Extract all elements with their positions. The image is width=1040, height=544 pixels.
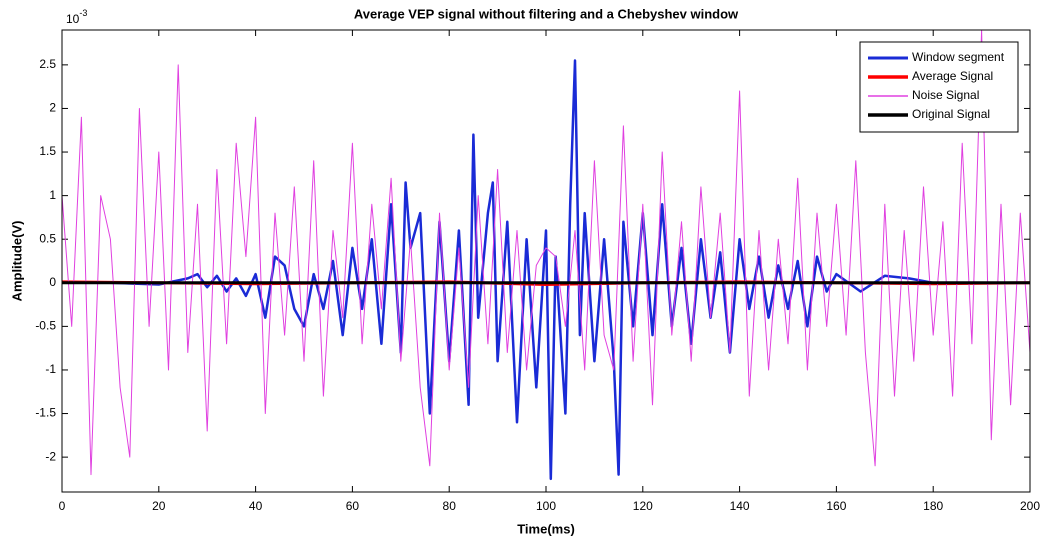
y-scale-power: -3 [79, 8, 87, 18]
x-tick-label: 200 [1020, 499, 1040, 513]
axes-box [61, 29, 1031, 493]
legend-label: Window segment [912, 50, 1005, 64]
x-tick-label: 20 [152, 499, 166, 513]
y-tick-label: -0.5 [35, 319, 56, 333]
x-tick-label: 160 [826, 499, 846, 513]
legend-label: Average Signal [912, 69, 993, 83]
x-tick-label: 0 [59, 499, 66, 513]
x-tick-label: 100 [536, 499, 556, 513]
x-tick-label: 60 [346, 499, 360, 513]
y-tick-label: 0 [49, 275, 56, 289]
legend: Window segment Average Signal Noise Signal… [859, 41, 1019, 133]
y-tick-label: 2 [49, 101, 56, 115]
y-tick-label: 1 [49, 188, 56, 202]
y-scale-factor: 10-3 [66, 8, 87, 26]
y-tick-label: -2 [45, 449, 56, 463]
x-tick-label: 80 [443, 499, 457, 513]
y-tick-label: 2.5 [39, 57, 56, 71]
legend-label: Original Signal [912, 107, 990, 121]
y-scale-base: 10 [66, 12, 80, 26]
y-tick-label: -1 [45, 362, 56, 376]
chart-title: Average VEP signal without filtering and… [354, 6, 739, 21]
series-line [62, 30, 1030, 476]
x-tick-label: 140 [730, 499, 750, 513]
y-tick-label: 1.5 [39, 144, 56, 158]
x-tick-label: 40 [249, 499, 263, 513]
legend-label: Noise Signal [912, 88, 979, 102]
y-tick-label: 0.5 [39, 231, 56, 245]
y-axis-label: Amplitude(V) [9, 221, 24, 302]
x-tick-label: 180 [923, 499, 943, 513]
x-axis-label: Time(ms) [517, 521, 575, 536]
y-tick-label: -1.5 [35, 406, 56, 420]
x-tick-label: 120 [633, 499, 653, 513]
